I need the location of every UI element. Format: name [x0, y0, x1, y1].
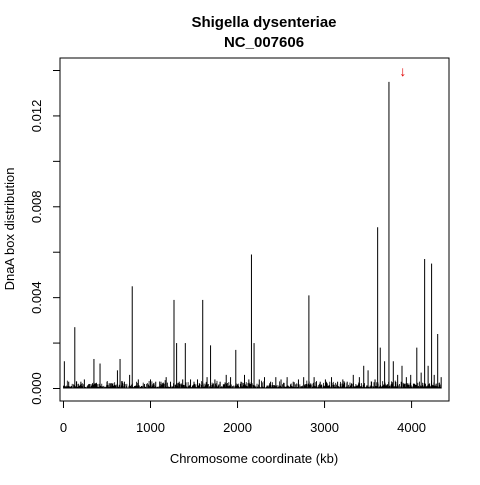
chart-subtitle: NC_007606	[224, 34, 304, 51]
y-tick-label: 0.000	[29, 372, 44, 405]
y-tick-label: 0.012	[29, 100, 44, 133]
x-axis: 0 1000 2000 3000 4000	[60, 400, 426, 435]
y-tick-label: 0.008	[29, 191, 44, 224]
baseline-noise	[63, 380, 442, 389]
x-tick-label: 3000	[310, 420, 339, 435]
x-tick-label: 1000	[136, 420, 165, 435]
chart-title: Shigella dysenteriae	[191, 14, 336, 31]
y-axis-title: DnaA box distribution	[2, 168, 17, 291]
y-axis: 0.000 0.004 0.008 0.012	[29, 69, 61, 405]
origin-marker-arrow: ↓	[399, 63, 406, 79]
x-tick-label: 2000	[223, 420, 252, 435]
x-tick-label: 0	[60, 420, 67, 435]
y-tick-label: 0.004	[29, 281, 44, 314]
x-tick-label: 4000	[397, 420, 426, 435]
data-series	[63, 81, 442, 389]
x-axis-title: Chromosome coordinate (kb)	[170, 451, 338, 466]
